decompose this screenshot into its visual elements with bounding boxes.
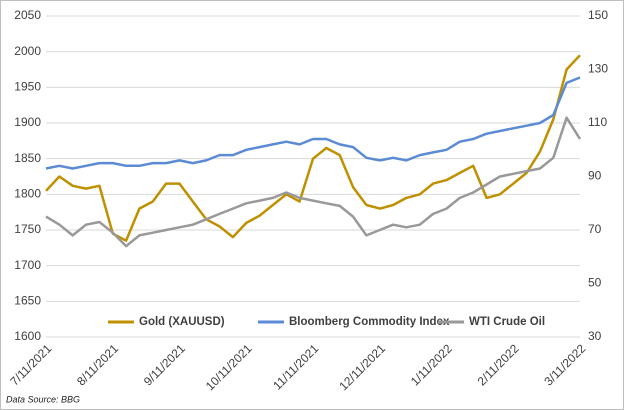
series-line xyxy=(45,116,582,248)
y2-tick-label: 130 xyxy=(588,62,608,76)
y2-tick-label: 70 xyxy=(588,222,602,236)
y-tick-label: 1750 xyxy=(14,222,41,236)
y2-tick-label: 90 xyxy=(588,169,602,183)
y-tick-label: 1850 xyxy=(14,151,41,165)
legend-label: Bloomberg Commodity Index xyxy=(289,316,450,328)
y-tick-label: 1700 xyxy=(14,258,41,272)
y2-tick-label: 30 xyxy=(588,329,602,343)
series-line xyxy=(45,76,581,170)
y-tick-label: 2050 xyxy=(14,8,41,22)
legend-label: WTI Crude Oil xyxy=(469,316,545,328)
y2-tick-label: 50 xyxy=(588,276,602,290)
y-tick-label: 1800 xyxy=(14,187,41,201)
legend-label: Gold (XAUUSD) xyxy=(139,316,225,328)
y-tick-label: 1650 xyxy=(14,294,41,308)
y-tick-label: 1900 xyxy=(14,115,41,129)
y-tick-label: 1600 xyxy=(14,329,41,343)
y2-tick-label: 150 xyxy=(588,8,608,22)
source-note: Data Source: BBG xyxy=(6,394,80,404)
y2-tick-label: 110 xyxy=(588,115,607,129)
series-line xyxy=(45,54,581,242)
y-tick-label: 1950 xyxy=(14,80,41,94)
y-tick-label: 2000 xyxy=(14,44,41,58)
